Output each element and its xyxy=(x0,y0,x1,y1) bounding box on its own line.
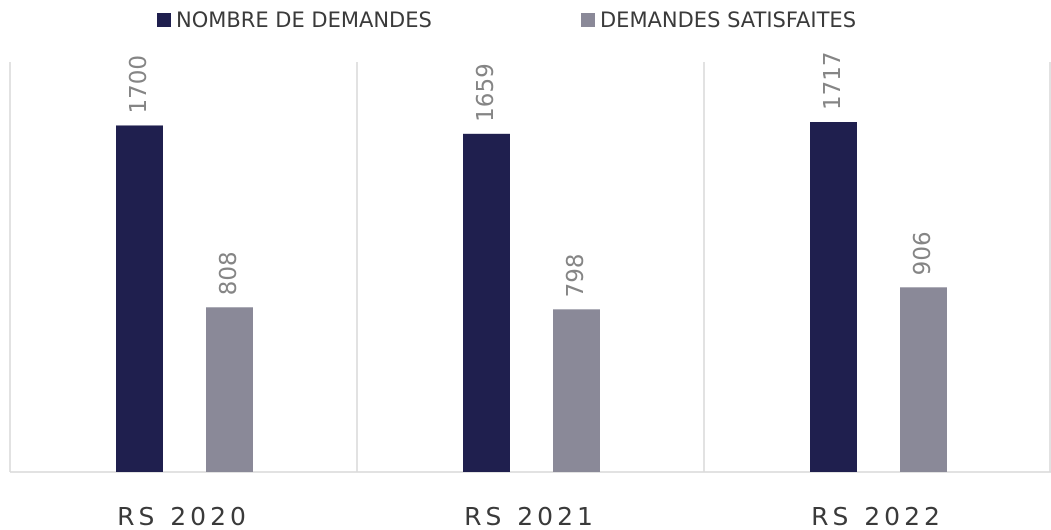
bar xyxy=(810,122,857,472)
bar xyxy=(553,309,600,472)
data-label: 798 xyxy=(563,253,589,297)
bar xyxy=(116,125,163,473)
data-label: 1717 xyxy=(820,51,846,110)
legend-swatch xyxy=(157,13,171,27)
x-tick-label: RS 2021 xyxy=(464,502,597,530)
x-tick-label: RS 2022 xyxy=(811,502,944,530)
data-label: 808 xyxy=(216,251,242,295)
bar xyxy=(206,307,253,472)
legend-label: NOMBRE DE DEMANDES xyxy=(176,8,432,32)
bar xyxy=(463,133,510,473)
legend-swatch xyxy=(581,13,595,27)
bar xyxy=(900,287,947,472)
x-tick-label: RS 2020 xyxy=(117,502,250,530)
legend-label: DEMANDES SATISFAITES xyxy=(600,8,856,32)
data-label: 906 xyxy=(910,231,936,275)
data-label: 1700 xyxy=(126,55,152,114)
data-label: 1659 xyxy=(473,63,499,122)
